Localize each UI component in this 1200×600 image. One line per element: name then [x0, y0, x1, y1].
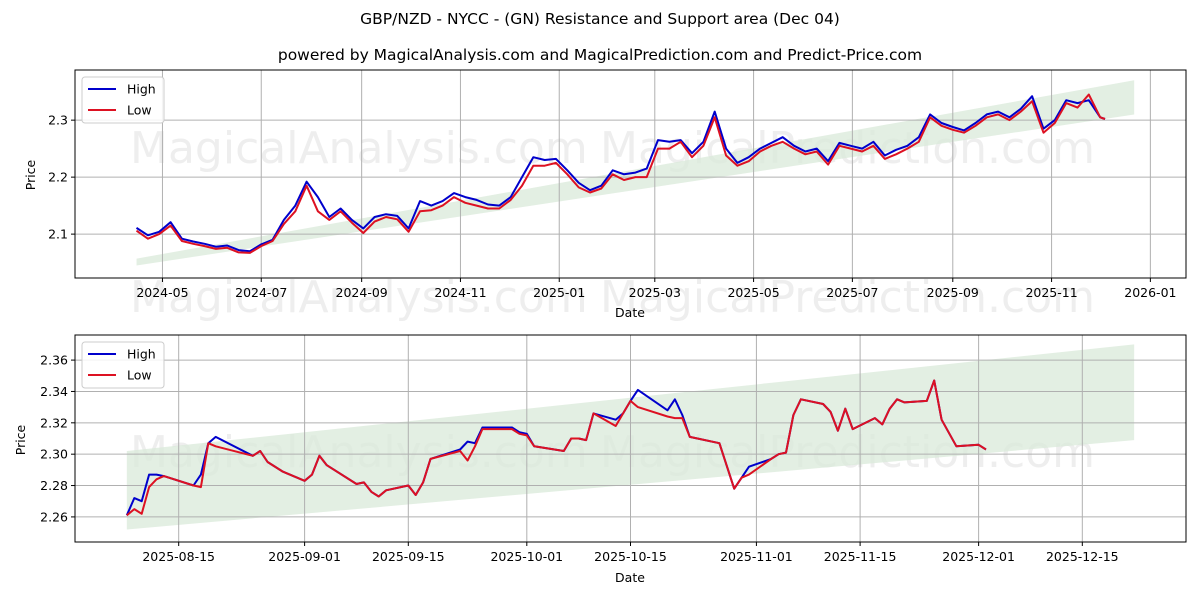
x-tick-label: 2024-05: [136, 285, 188, 300]
y-tick-label: 2.34: [40, 384, 68, 399]
x-tick-label: 2025-09-15: [372, 549, 445, 564]
y-axis-label: Price: [13, 424, 28, 455]
watermark-text: MagicalAnalysis.com: [130, 123, 588, 174]
watermark-text: MagicalAnalysis.com: [130, 272, 588, 323]
x-tick-label: 2024-07: [235, 285, 287, 300]
x-axis-label: Date: [615, 305, 645, 320]
watermark-text: MagicalPrediction.com: [600, 272, 1095, 323]
x-tick-label: 2025-10-01: [490, 549, 563, 564]
x-tick-label: 2026-01: [1124, 285, 1176, 300]
legend: High Low: [81, 76, 165, 124]
y-tick-label: 2.26: [40, 509, 68, 524]
legend: High Low: [81, 341, 165, 389]
x-tick-label: 2024-11: [434, 285, 486, 300]
legend-low-label: Low: [127, 103, 152, 118]
x-tick-label: 2025-01: [533, 285, 585, 300]
chart-title: GBP/NZD - NYCC - (GN) Resistance and Sup…: [360, 10, 840, 28]
x-tick-label: 2025-09: [927, 285, 979, 300]
high-series-line: [135, 95, 1106, 253]
x-tick-label: 2025-11-01: [720, 549, 793, 564]
y-tick-label: 2.32: [40, 415, 68, 430]
y-tick-label: 2.2: [48, 170, 68, 185]
x-tick-label: 2025-10-15: [594, 549, 667, 564]
y-tick-label: 2.36: [40, 353, 68, 368]
legend-high-label: High: [127, 347, 156, 362]
legend-low-label: Low: [127, 368, 152, 383]
chart-subtitle: powered by MagicalAnalysis.com and Magic…: [277, 46, 923, 64]
x-tick-label: 2025-12-15: [1046, 549, 1119, 564]
gridlines: [75, 70, 1186, 278]
bottom-chart: MagicalAnalysis.com MagicalPrediction.co…: [13, 334, 1187, 585]
x-tick-label: 2025-07: [826, 285, 878, 300]
x-tick-label: 2024-09: [336, 285, 388, 300]
legend-high-label: High: [127, 82, 156, 97]
x-tick-label: 2025-12-01: [942, 549, 1015, 564]
axis-ticks: 2.26 2.28 2.30 2.32 2.34 2.36 2025-08-15 2025-0…: [40, 353, 1118, 564]
top-chart: MagicalAnalysis.com MagicalPrediction.co…: [23, 69, 1187, 323]
top-watermarks: MagicalAnalysis.com MagicalPrediction.co…: [130, 123, 1095, 323]
low-series-line: [135, 93, 1106, 254]
x-tick-label: 2025-11: [1025, 285, 1077, 300]
x-axis-label: Date: [615, 570, 645, 585]
gridlines: [75, 335, 1186, 542]
axis-ticks: 2.1 2.2 2.3 2024-05 2024-07 2024-09 2024-11 202…: [48, 113, 1176, 300]
y-tick-label: 2.30: [40, 447, 68, 462]
y-tick-label: 2.28: [40, 478, 68, 493]
y-axis-label: Price: [23, 159, 38, 190]
low-series-line: [126, 379, 987, 517]
x-tick-label: 2025-03: [629, 285, 681, 300]
y-tick-label: 2.3: [48, 113, 68, 128]
x-tick-label: 2025-08-15: [142, 549, 215, 564]
x-tick-label: 2025-09-01: [268, 549, 341, 564]
plot-frame: [74, 69, 1187, 279]
y-tick-label: 2.1: [48, 227, 68, 242]
x-tick-label: 2025-05: [727, 285, 779, 300]
x-tick-label: 2025-11-15: [824, 549, 897, 564]
